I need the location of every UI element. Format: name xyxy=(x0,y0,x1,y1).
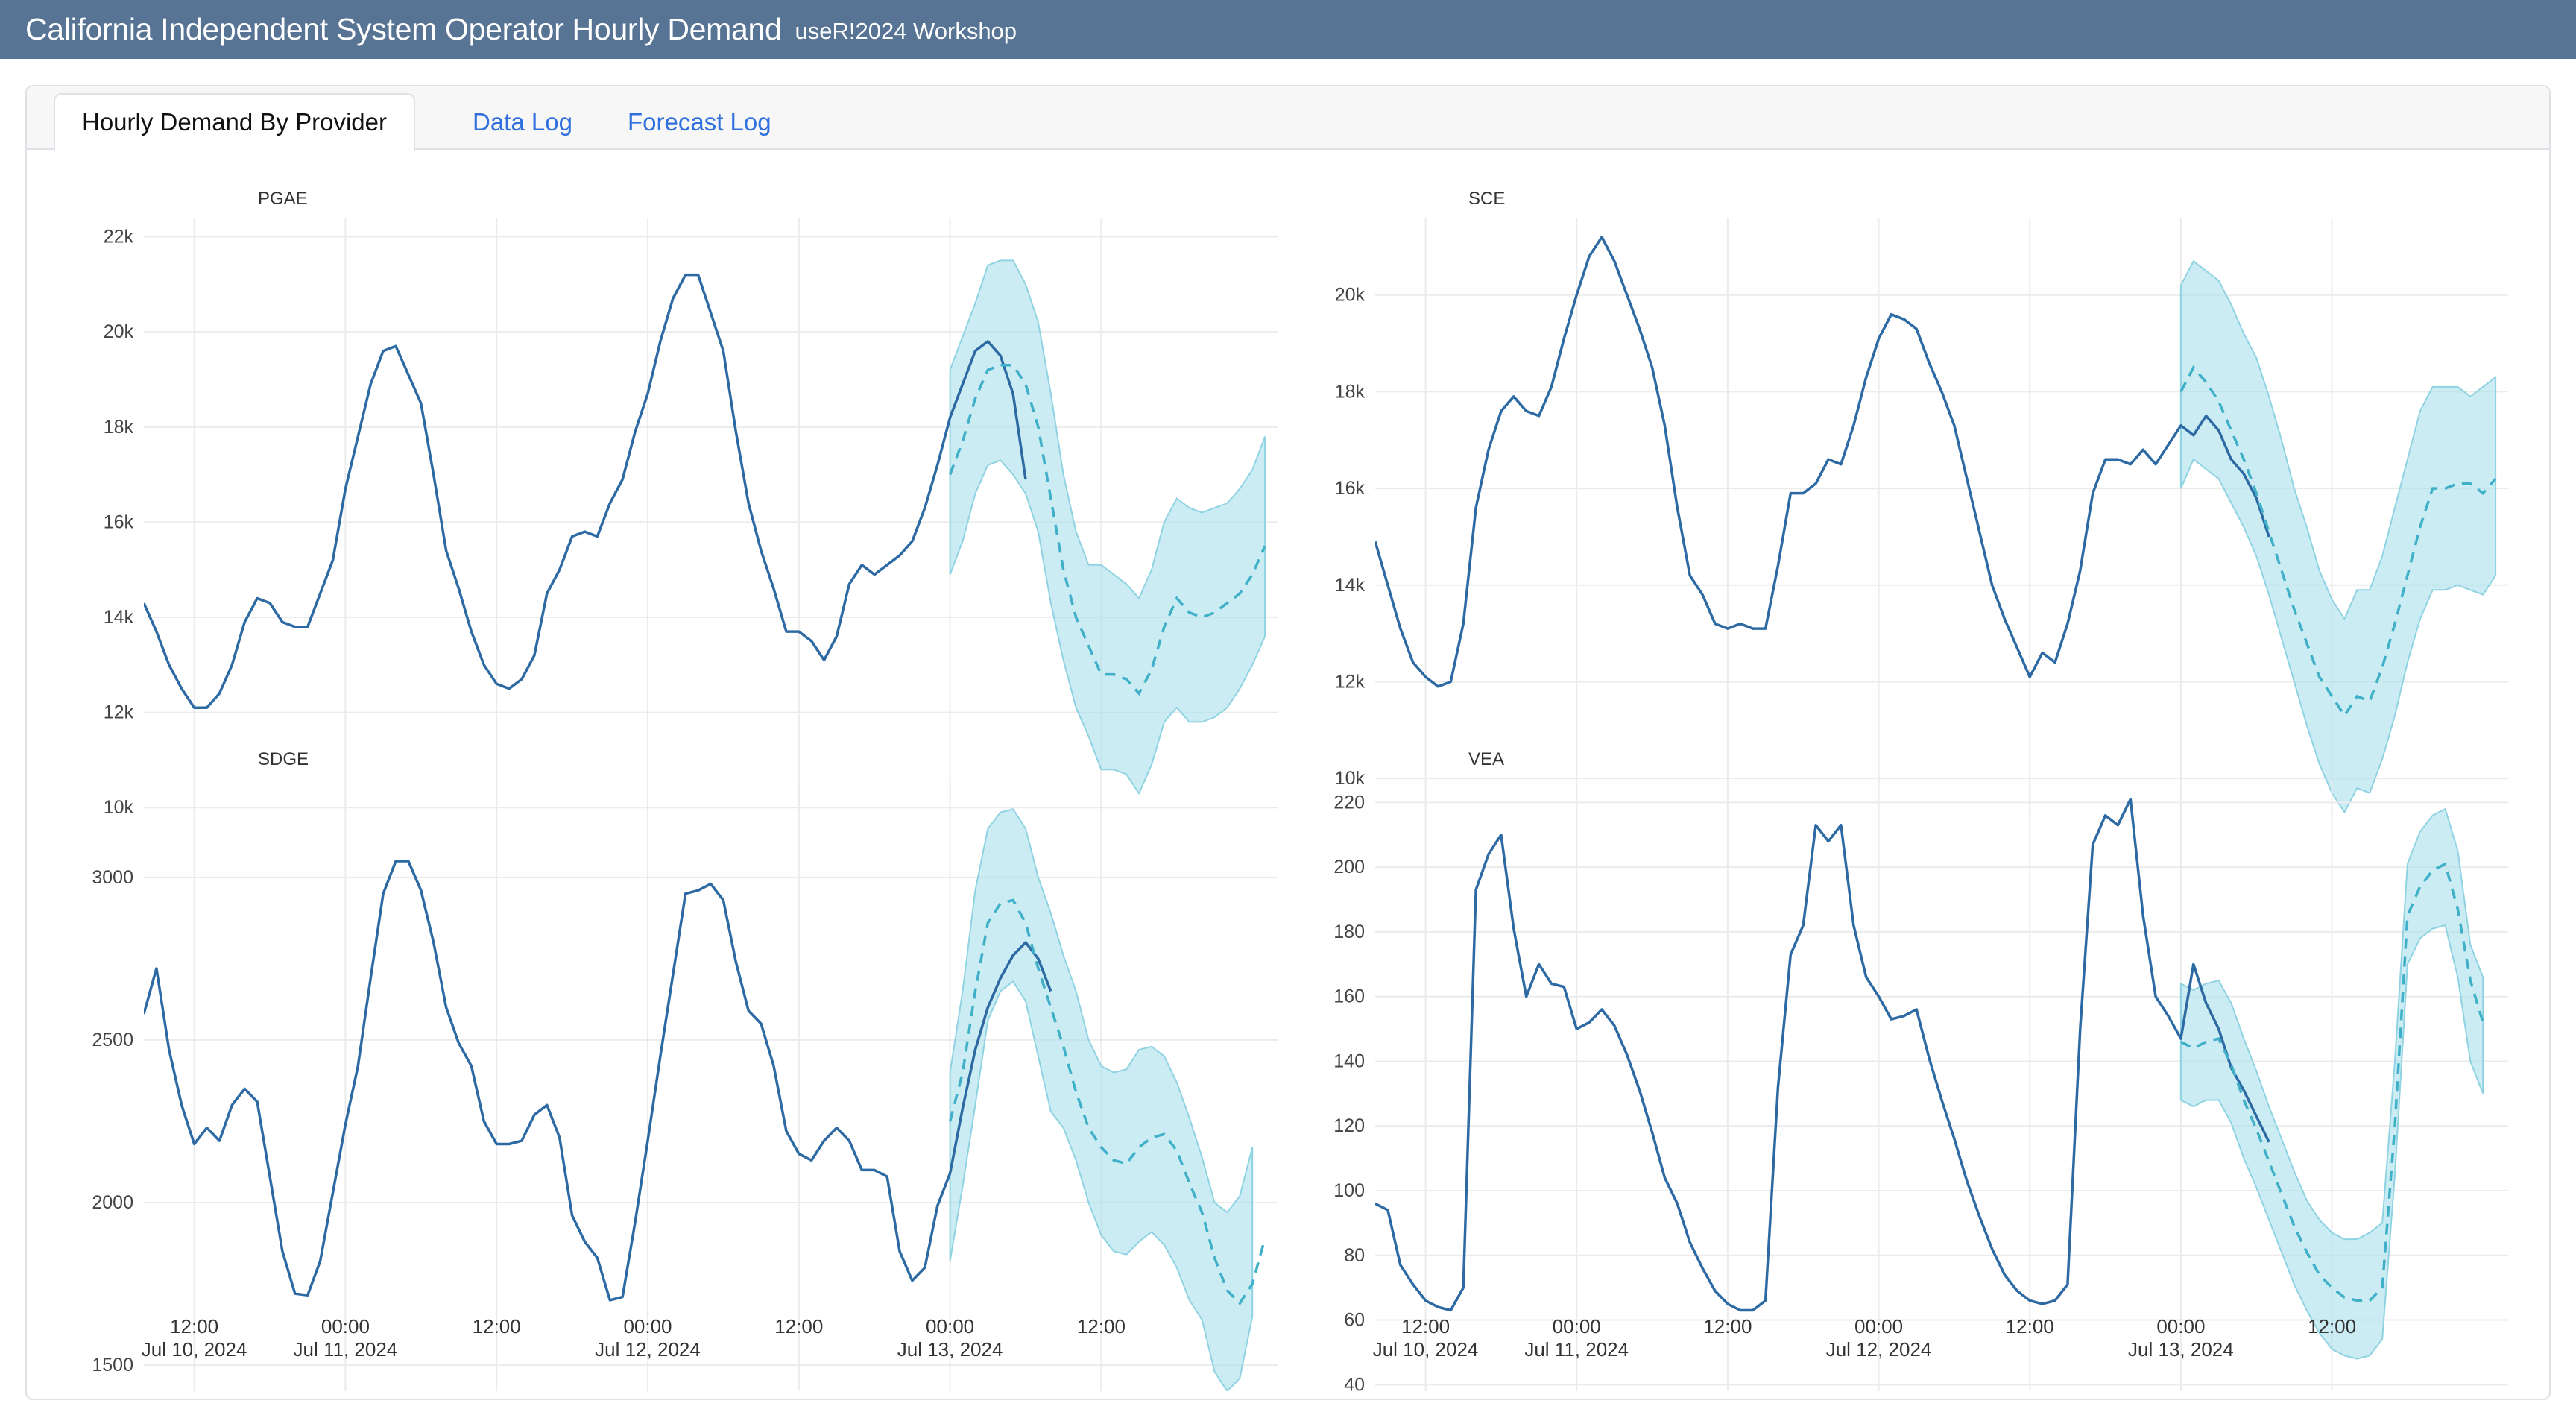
forecast-interval-band xyxy=(2179,259,2497,814)
y-tick-label: 14k xyxy=(104,607,134,628)
y-tick-label: 1500 xyxy=(92,1355,133,1376)
y-tick-label: 2500 xyxy=(92,1030,133,1050)
y-tick-label: 100 xyxy=(1333,1180,1365,1201)
y-tick-label: 10k xyxy=(104,797,134,818)
x-tick-date: Jul 13, 2024 xyxy=(2128,1338,2234,1361)
x-tick-label: 12:00 xyxy=(2006,1315,2054,1338)
plot-area xyxy=(144,259,1266,796)
y-tick-label: 40 xyxy=(1344,1374,1365,1395)
forecast-mean-line xyxy=(948,364,1266,696)
x-tick-date: Jul 12, 2024 xyxy=(595,1338,701,1361)
y-tick-label: 14k xyxy=(1335,575,1366,596)
chart-sce: SCE 10k 12k 14k 16k 18k 20k xyxy=(1335,189,2508,817)
forecast-interval-band xyxy=(949,259,1266,796)
x-tick-date: Jul 10, 2024 xyxy=(142,1338,247,1361)
y-tick-label: 16k xyxy=(104,511,134,532)
actual-demand-line xyxy=(1375,798,2270,1312)
x-tick-label: 12:00 xyxy=(1077,1315,1126,1338)
y-tick-label: 160 xyxy=(1333,986,1365,1007)
y-tick-label: 18k xyxy=(104,417,134,438)
x-tick-label: 00:00 xyxy=(1854,1315,1903,1338)
navbar: California Independent System Operator H… xyxy=(0,0,2576,59)
tab-bar: Hourly Demand By Provider Data Log Forec… xyxy=(27,86,2549,151)
forecast-mean-line xyxy=(948,898,1266,1305)
x-tick-label: 00:00 xyxy=(2156,1315,2205,1338)
y-tick-label: 20k xyxy=(1335,285,1366,306)
actual-demand-line xyxy=(1375,236,2270,688)
y-tick-label: 10k xyxy=(1335,768,1366,789)
chart-title: SCE xyxy=(1468,189,1505,209)
y-tick-label: 120 xyxy=(1333,1115,1365,1136)
y-tick-label: 2000 xyxy=(92,1192,133,1213)
x-tick-label: 00:00 xyxy=(926,1315,974,1338)
x-tick-label: 12:00 xyxy=(170,1315,218,1338)
plot-area xyxy=(1375,798,2484,1360)
x-tick-label: 12:00 xyxy=(1401,1315,1450,1338)
x-tick-label: 00:00 xyxy=(321,1315,370,1338)
y-tick-label: 12k xyxy=(1335,671,1366,692)
y-tick-label: 140 xyxy=(1333,1050,1365,1071)
y-tick-label: 18k xyxy=(1335,381,1366,402)
forecast-interval-band xyxy=(949,808,1254,1391)
y-tick-label: 22k xyxy=(104,227,134,248)
y-tick-label: 3000 xyxy=(92,867,133,888)
x-tick-label: 00:00 xyxy=(1553,1315,1601,1338)
y-tick-label: 200 xyxy=(1333,857,1365,878)
app-title: California Independent System Operator H… xyxy=(25,12,782,46)
plot-area xyxy=(144,808,1266,1391)
x-tick-date: Jul 12, 2024 xyxy=(1826,1338,1932,1361)
x-tick-date: Jul 11, 2024 xyxy=(1524,1338,1629,1361)
forecast-interval-band xyxy=(2179,807,2484,1360)
y-tick-label: 20k xyxy=(104,321,134,342)
y-tick-label: 180 xyxy=(1333,921,1365,942)
actual-demand-line xyxy=(144,273,1027,709)
y-tick-label: 12k xyxy=(104,702,134,723)
actual-demand-line xyxy=(144,860,1052,1302)
chart-title: PGAE xyxy=(258,189,308,209)
x-tick-date: Jul 10, 2024 xyxy=(1373,1338,1479,1361)
tab-forecast-log[interactable]: Forecast Log xyxy=(628,108,771,136)
x-tick-date: Jul 13, 2024 xyxy=(897,1338,1003,1361)
x-tick-date: Jul 11, 2024 xyxy=(294,1338,398,1361)
y-tick-label: 16k xyxy=(1335,478,1366,499)
x-tick-label: 12:00 xyxy=(774,1315,823,1338)
main-card: Hourly Demand By Provider Data Log Forec… xyxy=(25,85,2551,1400)
plot-area xyxy=(1375,236,2497,814)
charts-panel: PGAE 10k 12k 14k 16k 18k 20k 22k SCE 10k 12k 14k 16k… xyxy=(92,189,2508,1395)
x-tick-label: 12:00 xyxy=(473,1315,521,1338)
app-subtitle: useR!2024 Workshop xyxy=(795,17,1017,44)
x-tick-label: 00:00 xyxy=(623,1315,672,1338)
chart-title: VEA xyxy=(1468,749,1504,769)
y-tick-label: 80 xyxy=(1344,1245,1365,1266)
x-tick-label: 12:00 xyxy=(1703,1315,1752,1338)
chart-title: SDGE xyxy=(258,749,309,769)
forecast-mean-line xyxy=(2179,365,2497,719)
tab-data-log[interactable]: Data Log xyxy=(473,108,572,136)
y-tick-label: 220 xyxy=(1333,792,1365,813)
tab-hourly-demand[interactable]: Hourly Demand By Provider xyxy=(54,93,415,151)
x-tick-label: 12:00 xyxy=(2308,1315,2356,1338)
chart-pgae: PGAE 10k 12k 14k 16k 18k 20k 22k xyxy=(104,189,1278,818)
y-tick-label: 60 xyxy=(1344,1310,1365,1331)
